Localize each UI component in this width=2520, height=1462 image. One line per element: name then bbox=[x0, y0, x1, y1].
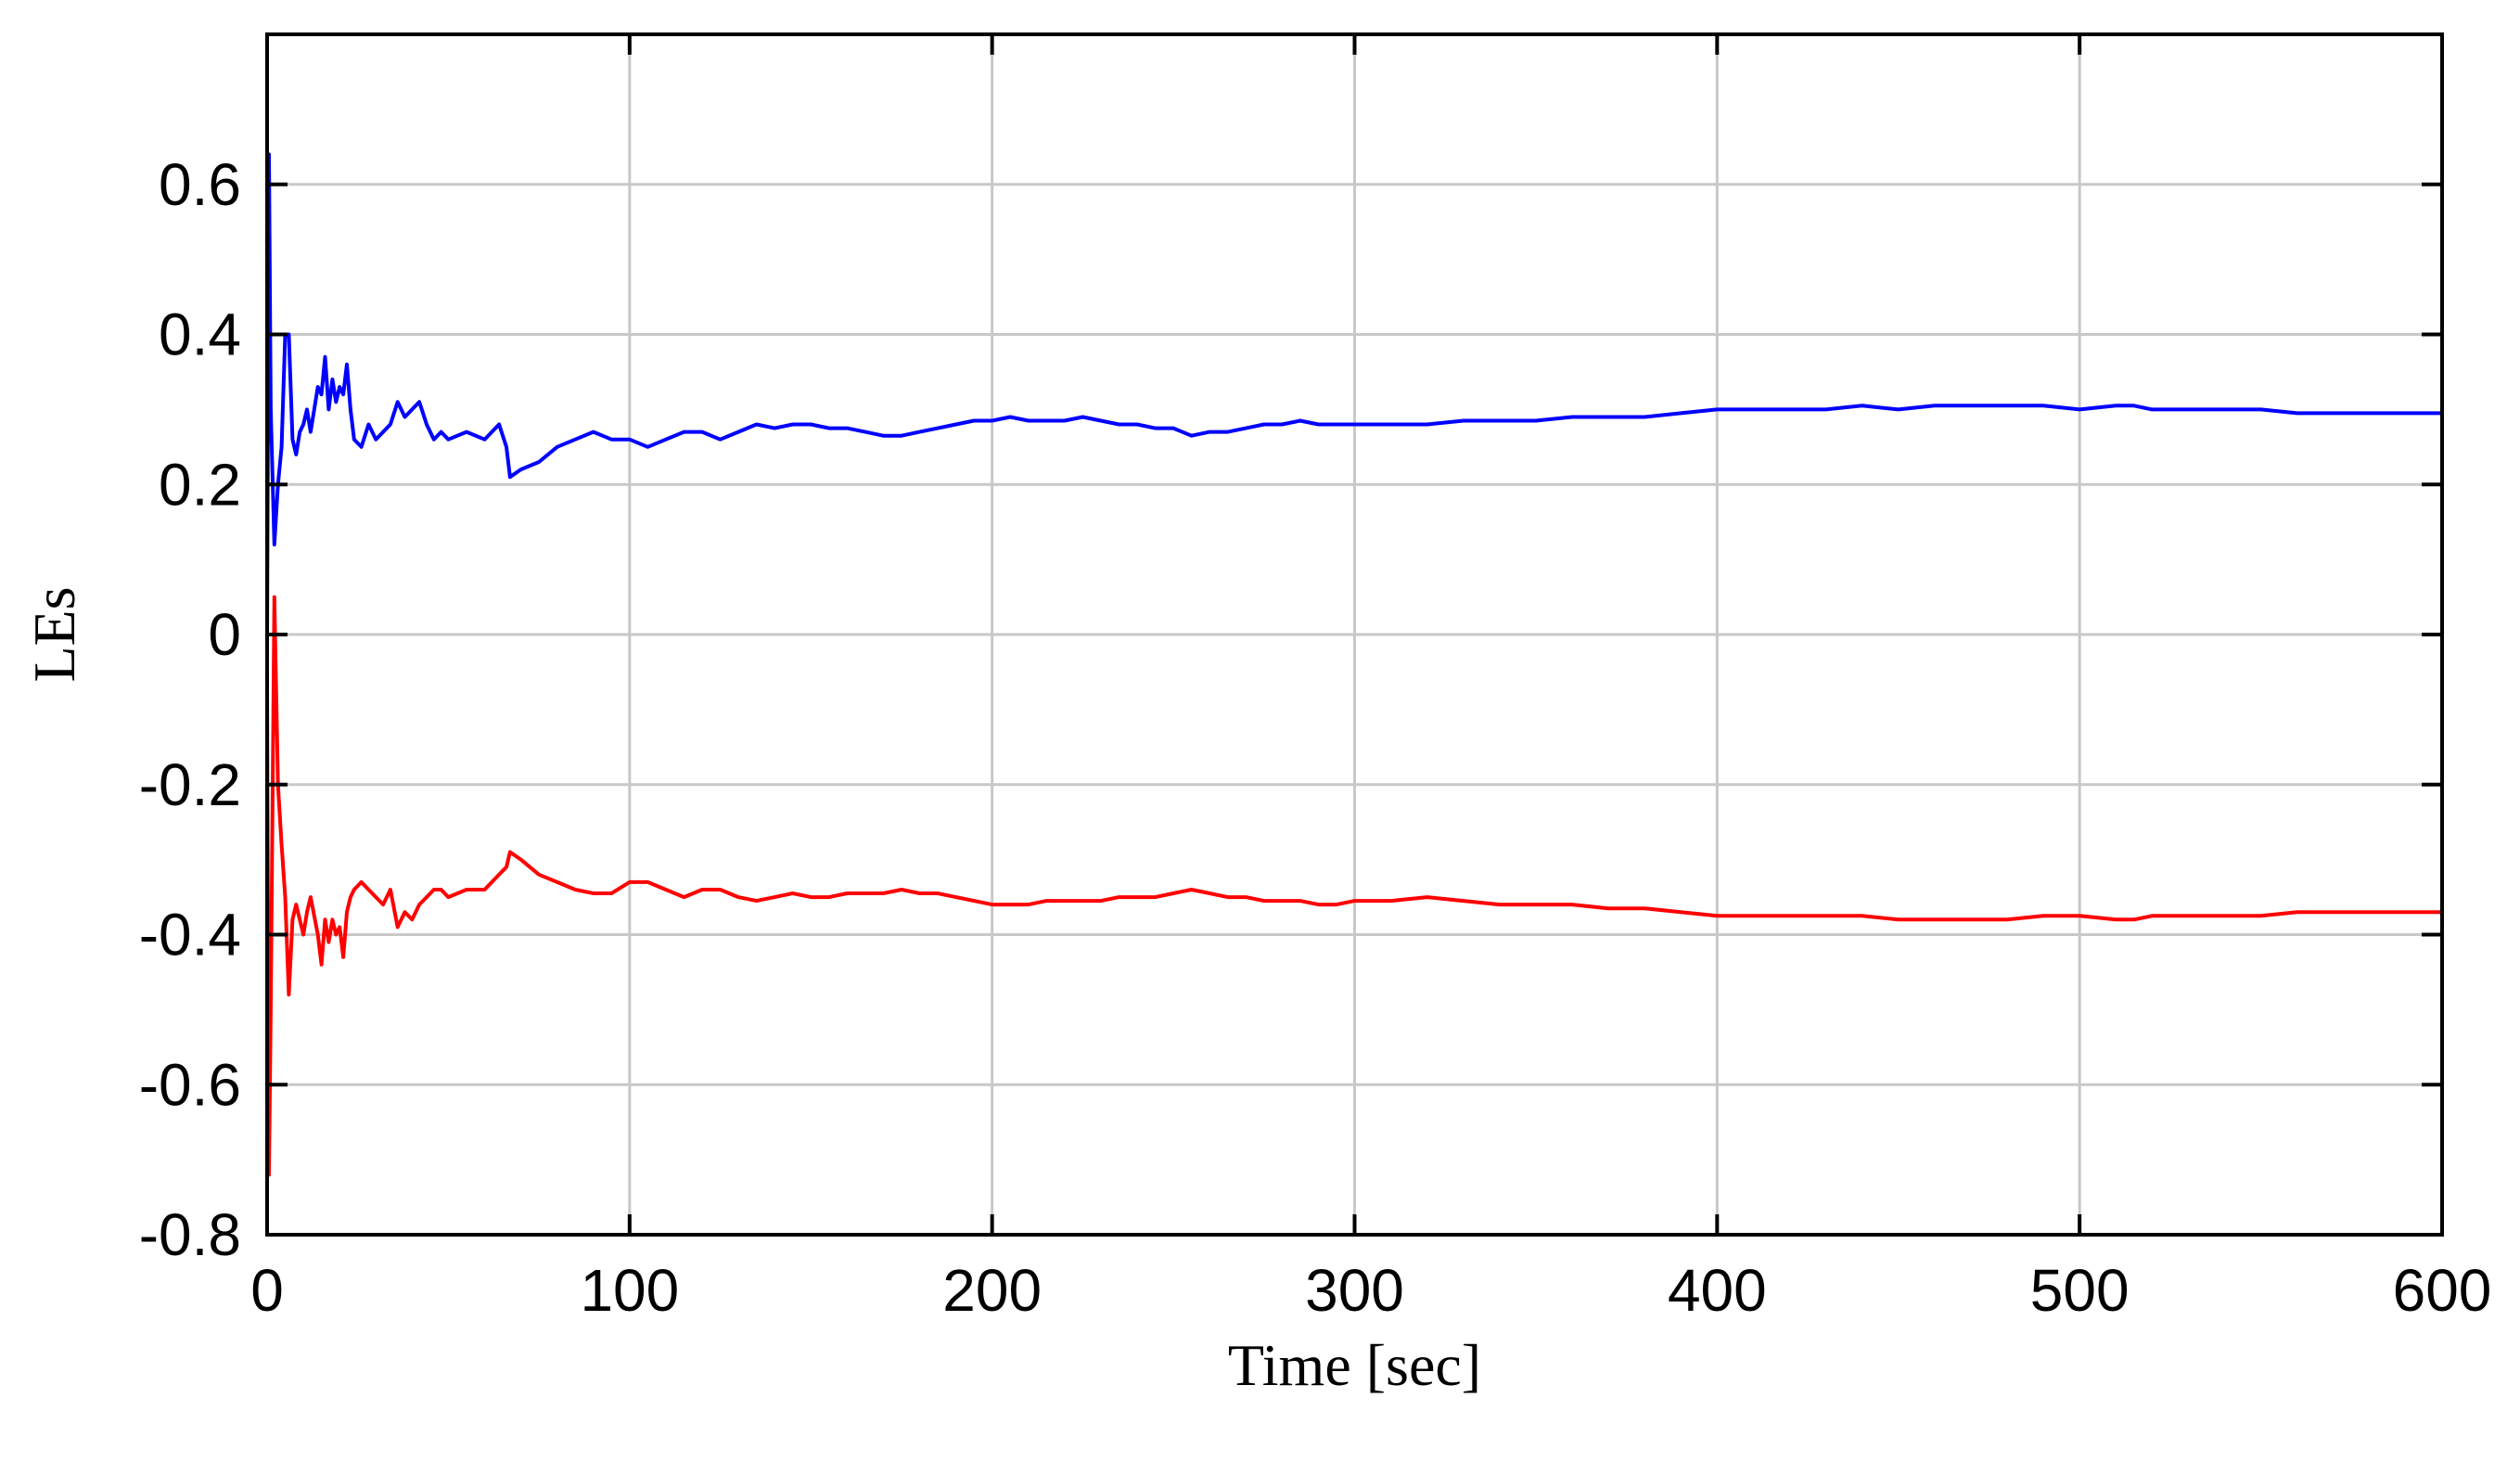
data-series bbox=[265, 152, 2444, 1177]
tick-marks bbox=[265, 34, 2444, 1237]
x-axis-title: Time [sec] bbox=[1228, 1332, 1481, 1398]
x-tick-label: 0 bbox=[250, 1257, 284, 1324]
x-tick-labels: 0 100 200 300 400 500 600 bbox=[250, 1257, 2491, 1324]
y-tick-label: 0 bbox=[208, 601, 241, 668]
y-tick-labels: -0.8 -0.6 -0.4 -0.2 0 0.2 0.4 0.6 bbox=[139, 151, 241, 1268]
x-tick-label: 500 bbox=[2030, 1257, 2130, 1324]
y-tick-label: -0.6 bbox=[139, 1051, 241, 1118]
y-tick-label: -0.8 bbox=[139, 1201, 241, 1268]
y-tick-label: 0.4 bbox=[159, 301, 241, 368]
x-tick-label: 200 bbox=[942, 1257, 1042, 1324]
series-line-1 bbox=[265, 152, 2444, 636]
y-tick-label: -0.2 bbox=[139, 751, 241, 818]
y-tick-label: -0.4 bbox=[139, 902, 241, 968]
y-tick-label: 0.2 bbox=[159, 451, 241, 518]
series-line-2 bbox=[265, 595, 2444, 1177]
x-tick-label: 600 bbox=[2393, 1257, 2492, 1324]
x-tick-label: 400 bbox=[1668, 1257, 1767, 1324]
grid-lines bbox=[267, 34, 2442, 1235]
x-tick-label: 100 bbox=[580, 1257, 679, 1324]
y-tick-label: 0.6 bbox=[159, 151, 241, 218]
x-tick-label: 300 bbox=[1305, 1257, 1404, 1324]
y-axis-title: LEs bbox=[21, 586, 87, 682]
